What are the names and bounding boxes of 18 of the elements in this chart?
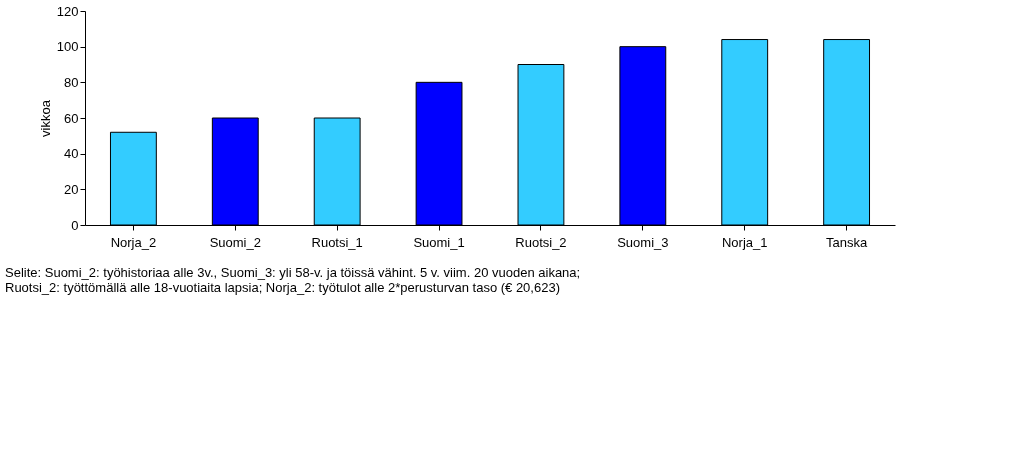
x-tick-label: Suomi_2 — [209, 234, 261, 250]
y-tick-label: 80 — [64, 74, 79, 90]
x-tick-label: Norja_1 — [721, 234, 768, 250]
y-tick-label: 40 — [64, 146, 79, 162]
y-axis-title: vikkoa — [37, 99, 53, 137]
y-tick-label: 120 — [56, 3, 79, 19]
text: Selite: Suomi_2: työhistoriaa alle 3v., Suomi_3: yli 58-v. ja töissä vähint. 5 v. viim. 20 vuoden aikana; — [5, 265, 581, 280]
y-tick-label: 20 — [64, 181, 79, 197]
text: Ruotsi_2: työttömällä alle 18-vuotiaita lapsia; Norja_2: työtulot alle 2*perusturvan taso (€ 20,623) — [5, 280, 560, 295]
x-tick-label: Norja_2 — [110, 234, 157, 250]
x-tick-label: Ruotsi_2 — [515, 234, 567, 250]
x-tick-label: Suomi_3 — [617, 234, 669, 250]
x-tick-label: Tanska — [826, 234, 868, 250]
y-tick-label: 100 — [56, 39, 79, 55]
x-tick-label: Suomi_1 — [413, 234, 465, 250]
y-tick-label: 60 — [64, 110, 79, 126]
x-tick-label: Ruotsi_1 — [311, 234, 363, 250]
y-tick-label: 0 — [71, 217, 79, 233]
